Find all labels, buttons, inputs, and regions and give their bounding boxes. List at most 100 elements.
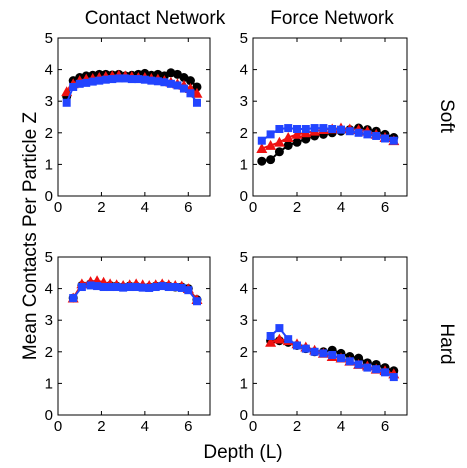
data-point-blue	[372, 365, 381, 374]
data-point-blue	[134, 75, 143, 84]
row-label-hard: Hard	[436, 323, 457, 364]
data-point-blue	[132, 283, 141, 292]
panel-contact-soft: 0 1 2 3 4 5 0 2 4 6	[45, 30, 211, 216]
data-point-blue	[164, 283, 173, 292]
x-tick-label: 4	[141, 199, 149, 216]
data-point-blue	[114, 74, 123, 83]
data-point-blue	[257, 136, 266, 145]
y-tick-label: 1	[45, 156, 53, 173]
data-point-blue	[99, 283, 108, 292]
data-point-blue	[166, 79, 175, 88]
y-tick-label: 4	[240, 281, 248, 298]
data-point-blue	[310, 124, 319, 133]
data-point-black	[292, 137, 302, 147]
series-blue	[62, 74, 201, 107]
data-point-blue	[160, 78, 169, 87]
data-point-blue	[354, 360, 363, 369]
data-point-blue	[75, 79, 84, 88]
data-point-blue	[179, 84, 188, 93]
data-point-blue	[275, 324, 284, 333]
panel-force-soft: 0 1 2 3 4 5 0 2 4 6	[240, 30, 408, 216]
y-tick-label: 1	[45, 375, 53, 392]
data-point-blue	[95, 76, 104, 85]
data-point-blue	[301, 344, 310, 353]
series-blue	[257, 124, 398, 145]
panel-contact-hard: 0 1 2 3 4 5 0 2 4 6	[45, 249, 211, 435]
data-point-blue	[151, 283, 160, 292]
y-tick-label: 0	[240, 407, 248, 424]
data-point-blue	[158, 282, 167, 291]
column-title-force-network: Force Network	[270, 8, 394, 29]
x-tick-label: 0	[249, 418, 257, 435]
data-point-blue	[275, 125, 284, 134]
panel-force-hard: 0 1 2 3 4 5 0 2 4 6	[240, 249, 408, 435]
data-point-blue	[266, 332, 275, 340]
data-point-blue	[140, 75, 149, 84]
data-point-blue	[121, 74, 130, 83]
data-point-blue	[192, 98, 201, 107]
data-point-blue	[112, 283, 121, 292]
y-tick-label: 1	[240, 375, 248, 392]
x-tick-label: 2	[293, 418, 301, 435]
data-point-blue	[284, 124, 293, 133]
data-point-blue	[145, 283, 154, 292]
data-point-blue	[108, 75, 117, 84]
data-point-blue	[381, 134, 389, 143]
data-point-blue	[86, 281, 95, 290]
y-tick-label: 0	[240, 188, 248, 205]
x-tick-label: 6	[184, 418, 192, 435]
row-label-soft: Soft	[436, 99, 457, 134]
data-point-blue	[177, 283, 186, 292]
x-tick-label: 6	[184, 199, 192, 216]
y-tick-label: 0	[45, 407, 53, 424]
data-point-blue	[171, 283, 180, 292]
data-point-blue	[186, 89, 195, 98]
data-point-blue	[372, 131, 381, 140]
axes-frame	[252, 37, 408, 197]
data-point-blue	[381, 368, 389, 377]
data-point-red	[265, 139, 277, 150]
x-tick-label: 4	[141, 418, 149, 435]
data-point-blue	[101, 75, 110, 84]
data-point-blue	[127, 75, 136, 84]
y-tick-label: 5	[45, 30, 53, 47]
x-tick-label: 2	[97, 418, 105, 435]
data-point-blue	[337, 354, 345, 363]
x-tick-label: 2	[97, 199, 105, 216]
data-point-blue	[77, 283, 86, 292]
data-point-black	[354, 353, 364, 363]
series-blue	[266, 324, 398, 382]
data-point-blue	[82, 78, 91, 87]
y-tick-label: 4	[240, 62, 248, 79]
data-point-blue	[106, 283, 115, 292]
y-tick-label: 3	[45, 93, 53, 110]
y-tick-label: 5	[45, 249, 53, 266]
y-tick-label: 1	[240, 156, 248, 173]
axes-frame	[252, 256, 408, 416]
data-point-blue	[345, 357, 354, 366]
y-axis-label: Mean Contacts Per Particle Z	[20, 112, 41, 361]
data-point-blue	[293, 125, 301, 134]
y-tick-label: 5	[240, 249, 248, 266]
data-point-blue	[345, 127, 354, 136]
data-point-blue	[88, 77, 97, 86]
data-point-black	[257, 156, 267, 166]
series-line-blue	[261, 127, 395, 142]
x-tick-label: 6	[381, 199, 389, 216]
column-title-contact-network: Contact Network	[85, 8, 226, 29]
y-tick-label: 5	[240, 30, 248, 47]
y-tick-label: 3	[240, 93, 248, 110]
data-point-red	[265, 336, 277, 347]
x-tick-label: 0	[249, 199, 257, 216]
data-point-red	[291, 128, 303, 139]
x-tick-label: 4	[337, 418, 345, 435]
data-point-blue	[389, 136, 398, 145]
x-tick-label: 0	[54, 199, 62, 216]
y-tick-label: 2	[45, 125, 53, 142]
series-blue	[69, 281, 201, 306]
data-point-red	[273, 333, 285, 344]
data-point-red	[282, 132, 294, 142]
x-tick-label: 4	[337, 199, 345, 216]
data-point-black	[266, 155, 276, 165]
axes-frame	[57, 37, 211, 197]
